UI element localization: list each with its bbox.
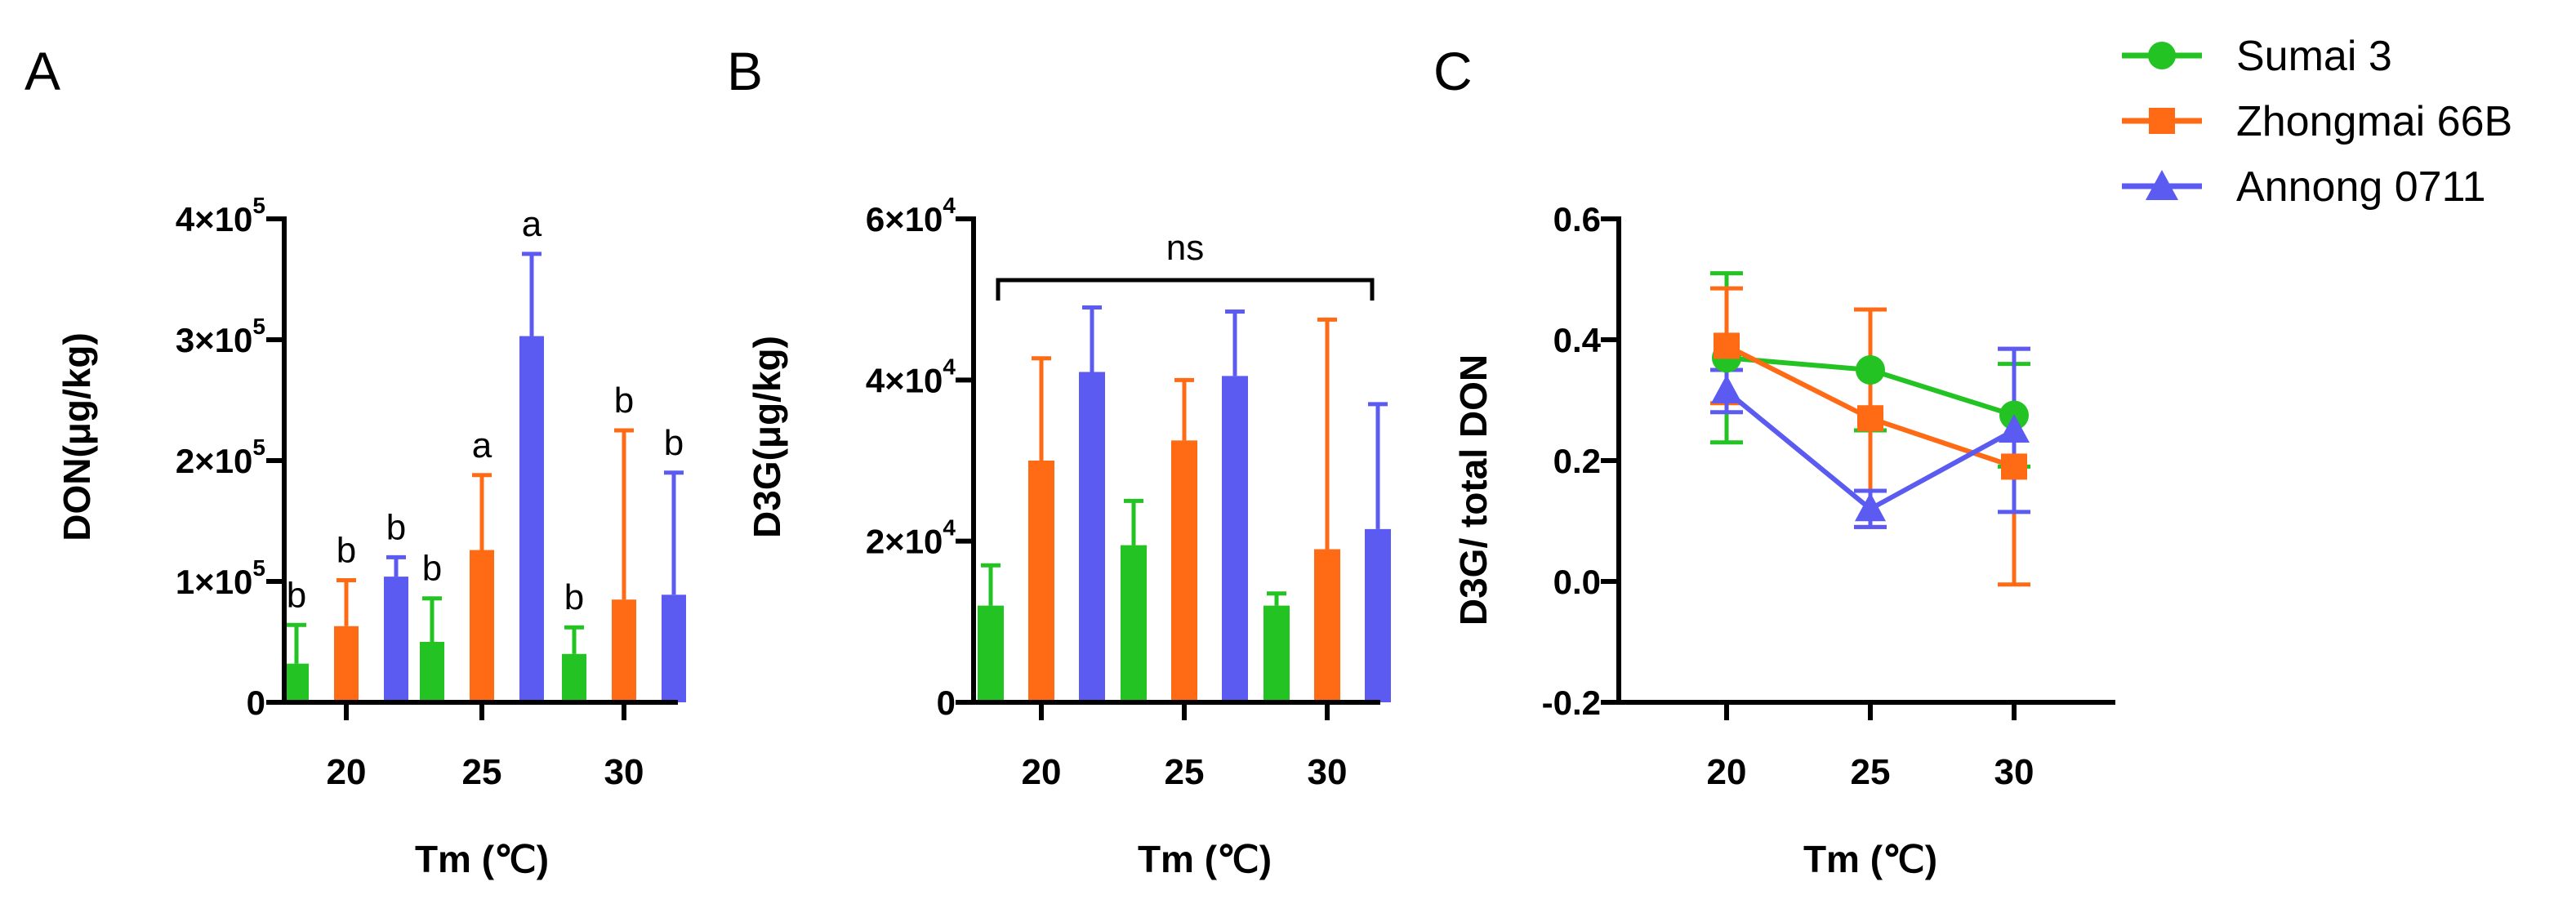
panel-c: C -0.20.00.20.40.620 25 30 D3G/ total DON … [1433,41,2115,880]
panel-a-bar-annong-0711-25 [519,336,544,702]
panel-c-point-zhongmai-66b [1714,332,1740,359]
legend-label-annong-0711: Annong 0711 [2236,163,2486,211]
panel-b-x-tick-label: 25 [1165,752,1205,792]
panel-c-y-tick-label: 0.0 [1553,563,1601,601]
panel-c-point-zhongmai-66b [2001,453,2027,480]
panel-b-ns-label: ns [1166,228,1204,268]
panel-c-x-tick-label: 25 [1851,752,1891,792]
panel-b-bar-zhongmai-66b-30 [1314,549,1340,702]
panel-b-bar-sumai-3-25 [1121,545,1147,702]
panel-a-y-tick-label: 2×105 [176,434,265,480]
panel-b-bar-sumai-3-20 [978,605,1004,702]
panel-b-plot: 0 2×104 4×104 6×104 20 25 30 ns [866,193,1391,792]
panel-c-point-annong-0711 [1711,374,1742,403]
panel-a-y-tick-label: 3×105 [176,314,265,359]
panel-c-point-annong-0711 [1999,414,2030,443]
panel-a-significance-letter: b [336,531,356,571]
panel-c-point-annong-0711 [1855,492,1886,522]
panel-a-x-axis-title: Tm (℃) [415,838,549,880]
legend-label-sumai-3: Sumai 3 [2236,33,2392,80]
legend-triangle-marker-icon [2146,170,2178,200]
panel-a-y-tick-label: 4×105 [176,193,265,238]
legend-entry-zhongmai-66b: Zhongmai 66B [2122,98,2512,145]
panel-b-y-tick-label: 4×104 [866,354,956,399]
panel-a-significance-letter: b [614,381,634,421]
panel-a-significance-letter: b [564,577,584,617]
legend-entry-sumai-3: Sumai 3 [2122,33,2392,80]
panel-a-significance-letter: b [422,549,442,589]
panel-a-bar-zhongmai-66b-30 [612,599,636,702]
panel-b-bar-sumai-3-30 [1263,605,1290,702]
panel-b-bar-annong-0711-20 [1079,372,1105,702]
panel-c-y-axis-title: D3G/ total DON [1452,354,1495,626]
panel-b-y-axis-title: D3G(μg/kg) [746,336,788,538]
panel-c-x-axis-title: Tm (℃) [1803,838,1937,880]
panel-c-y-tick-label: 0.2 [1553,442,1601,480]
panel-a-x-tick-label: 30 [604,752,644,792]
panel-a-y-axis-title: DON(μg/kg) [56,332,98,541]
panel-c-y-tick-label: 0.6 [1553,200,1601,238]
panel-b-x-axis-title: Tm (℃) [1138,838,1272,880]
panel-b-y-tick-label: 2×104 [866,515,956,561]
panel-b-y-tick-label: 6×104 [866,193,956,238]
panel-b: B 0 2×104 4×104 6×104 20 25 30 ns D3G(μg/kg) Tm… [727,41,1391,880]
panel-a-bar-sumai-3-30 [562,653,586,702]
panel-c-point-sumai-3 [1856,355,1885,385]
panel-b-x-tick-label: 20 [1022,752,1062,792]
panel-b-bar-zhongmai-66b-20 [1028,461,1054,702]
panel-b-y-tick-label: 0 [937,684,956,722]
panel-a-bar-zhongmai-66b-20 [334,626,359,702]
panel-c-y-tick-label: -0.2 [1542,684,1601,722]
panel-b-bar-annong-0711-25 [1222,376,1248,702]
panel-a-bar-sumai-3-25 [420,642,444,702]
panel-b-bar-annong-0711-30 [1365,528,1391,702]
panel-b-bar-zhongmai-66b-25 [1171,440,1197,702]
panel-c-x-tick-label: 30 [1994,752,2035,792]
panel-c-y-tick-label: 0.4 [1553,321,1602,359]
panel-a-significance-letter: b [664,423,684,463]
legend-circle-marker-icon [2148,42,2176,69]
legend-entry-annong-0711: Annong 0711 [2122,163,2486,211]
panel-a-bar-zhongmai-66b-25 [470,550,494,702]
legend-square-marker-icon [2149,108,2175,134]
panel-a-significance-letter: a [472,425,492,465]
panel-c-letter: C [1433,41,1473,101]
panel-a-x-tick-label: 20 [327,752,367,792]
panel-a-significance-letter: b [386,507,406,547]
panel-a-y-tick-label: 1×105 [176,555,265,601]
legend: Sumai 3 Zhongmai 66B Annong 0711 [2122,33,2512,211]
panel-a-bar-sumai-3-20 [284,663,309,702]
panel-a-significance-letter: b [287,575,306,615]
panel-a-y-tick-label: 0 [247,684,265,722]
panel-a-letter: A [25,41,60,101]
panel-c-x-tick-label: 20 [1707,752,1747,792]
panel-a-bar-annong-0711-20 [384,577,408,702]
panel-c-point-zhongmai-66b [1857,405,1883,432]
panel-a-bar-annong-0711-30 [662,595,686,702]
panel-b-letter: B [727,41,763,101]
panel-b-x-tick-label: 30 [1308,752,1348,792]
panel-a-significance-letter: a [522,204,542,244]
panel-b-significance-bracket [996,278,1375,301]
panel-a-x-tick-label: 25 [462,752,502,792]
panel-c-plot: -0.2 0.0 0.2 0.4 0.6 20 25 30 [1542,200,2115,792]
legend-label-zhongmai-66b: Zhongmai 66B [2236,98,2512,145]
